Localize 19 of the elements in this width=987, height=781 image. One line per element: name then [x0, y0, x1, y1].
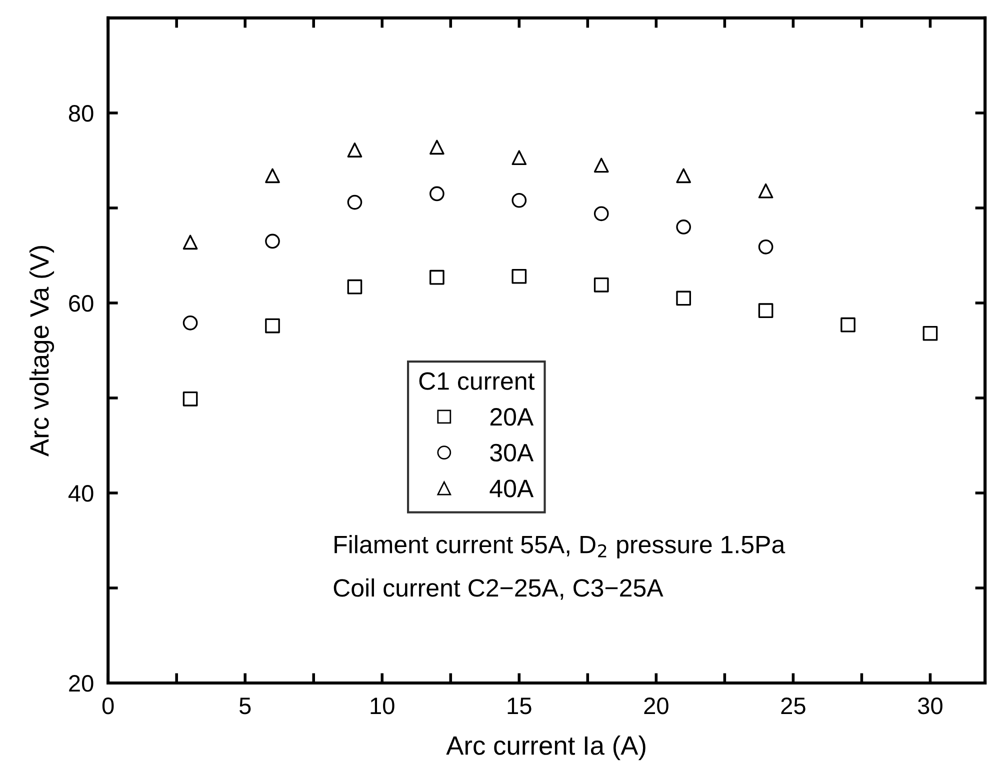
y-tick-label: 60	[69, 295, 94, 312]
y-tick-label: 40	[68, 485, 94, 502]
x-axis-title: Arc current Ia (A)	[446, 736, 646, 760]
y-tick-label: 80	[68, 105, 94, 122]
legend-label: 40A	[490, 480, 534, 498]
y-axis-title: Arc voltage Va (V)	[29, 246, 54, 457]
legend-title: C1 current	[419, 372, 535, 390]
legend-label: 30A	[490, 444, 534, 462]
x-tick-label: 10	[370, 697, 394, 714]
x-tick-label: 25	[781, 697, 806, 714]
x-tick-label: 15	[508, 698, 532, 714]
x-tick-label: 30	[918, 697, 942, 714]
x-tick-label: 5	[239, 698, 251, 714]
annotation: Filament current 55A, D$_{2}$ pressure 1.5Pa	[334, 535, 786, 558]
annotation: Coil current C2−25A, C3−25A	[334, 578, 664, 600]
x-tick-label: 20	[644, 697, 668, 714]
x-tick-label: 0	[102, 697, 114, 714]
legend-label: 20A	[490, 408, 534, 426]
y-tick-label: 20	[69, 675, 94, 692]
